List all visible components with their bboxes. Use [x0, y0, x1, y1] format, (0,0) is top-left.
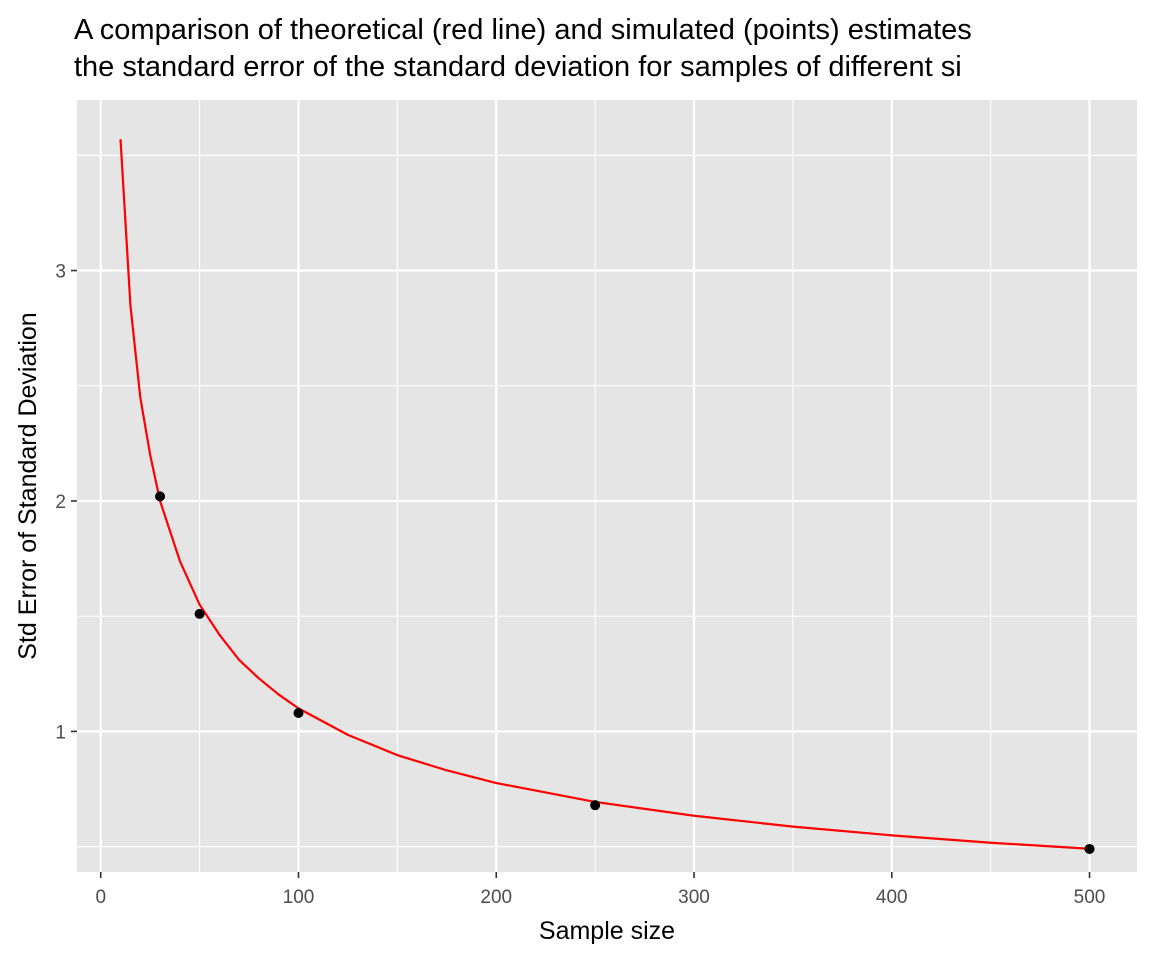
y-axis-label: Std Error of Standard Deviation — [14, 312, 42, 659]
x-tick-label: 300 — [678, 887, 710, 908]
x-tick-label: 500 — [1074, 887, 1106, 908]
x-tick-label: 100 — [283, 887, 315, 908]
x-axis-label: Sample size — [539, 917, 675, 945]
y-tick-label: 2 — [55, 492, 66, 513]
simulated-point — [293, 707, 304, 718]
simulated-point — [155, 491, 166, 502]
plot-panel — [77, 100, 1137, 872]
x-tick-label: 400 — [876, 887, 908, 908]
chart-title-line-2: the standard error of the standard devia… — [74, 51, 962, 83]
simulated-point — [1084, 843, 1095, 854]
series-layer — [119, 139, 1095, 854]
x-tick-label: 200 — [480, 887, 512, 908]
simulated-point — [194, 608, 205, 619]
y-tick-label: 1 — [55, 722, 66, 743]
y-tick-label: 3 — [55, 262, 66, 283]
minor-gridlines — [77, 100, 1137, 872]
chart-title-line-1: A comparison of theoretical (red line) a… — [74, 14, 972, 46]
y-axis: 1 2 3 — [55, 262, 77, 743]
simulated-point — [590, 800, 601, 811]
major-gridlines — [77, 100, 1137, 872]
theoretical-line — [119, 139, 1090, 850]
x-tick-label: 0 — [95, 887, 106, 908]
x-axis: 0 100 200 300 400 500 — [95, 872, 1105, 908]
